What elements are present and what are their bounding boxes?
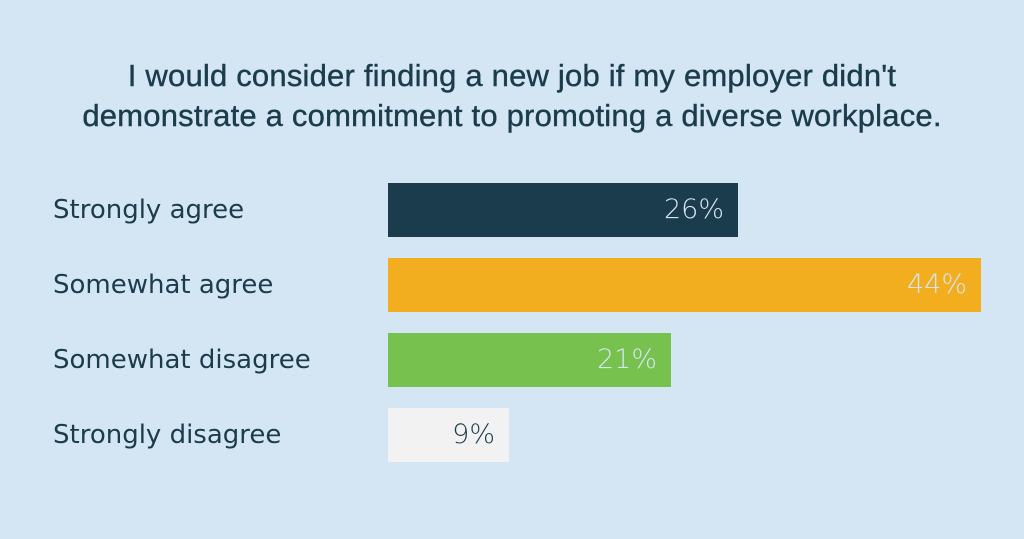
category-label: Somewhat agree xyxy=(53,270,274,300)
bar: 21% xyxy=(388,333,671,387)
chart-title-line-1: I would consider finding a new job if my… xyxy=(127,58,897,93)
chart-title-line-2: demonstrate a commitment to promoting a … xyxy=(82,98,942,133)
bar-row: Strongly agree 26% xyxy=(0,183,1024,237)
bar: 44% xyxy=(388,258,981,312)
value-label: 9% xyxy=(452,419,495,450)
bar: 9% xyxy=(388,408,509,462)
category-label: Strongly agree xyxy=(53,195,245,225)
category-label: Somewhat disagree xyxy=(53,345,311,375)
bar-row: Strongly disagree 9% xyxy=(0,408,1024,462)
category-label: Strongly disagree xyxy=(53,420,282,450)
value-label: 21% xyxy=(596,344,657,375)
bar: 26% xyxy=(388,183,738,237)
chart-title: I would consider finding a new job if my… xyxy=(0,56,1024,136)
bar-row: Somewhat disagree 21% xyxy=(0,333,1024,387)
value-label: 26% xyxy=(663,194,724,225)
value-label: 44% xyxy=(906,269,967,300)
bar-row: Somewhat agree 44% xyxy=(0,258,1024,312)
